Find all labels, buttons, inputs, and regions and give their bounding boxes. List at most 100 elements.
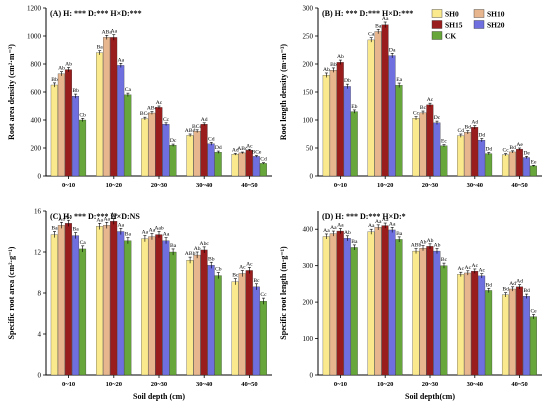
y-tick-label: 400 (31, 116, 42, 124)
significance-letter: Aa (323, 228, 330, 234)
category-label: 10~20 (377, 381, 393, 388)
significance-letter: ABd (185, 128, 196, 134)
category-label: 20~30 (151, 182, 167, 189)
category-label: 40~50 (511, 381, 527, 388)
category-label: 0~10 (62, 381, 75, 388)
bar-sh0 (96, 226, 104, 376)
bar-sh20 (71, 235, 80, 376)
bar-sh20 (207, 143, 215, 177)
bar-sh10 (193, 254, 201, 376)
legend-label: SH10 (487, 10, 505, 19)
significance-letter: Db (344, 78, 351, 84)
bar-sh0 (367, 231, 375, 376)
bar-sh20 (478, 275, 486, 376)
y-axis-label: Specific root length (m·g⁻¹) (279, 246, 288, 340)
bar-ck (485, 153, 493, 177)
legend: SH0 SH10 SH15 SH20 CK (431, 9, 505, 41)
significance-letter: Ee (531, 159, 537, 165)
bar-sh15 (515, 148, 523, 177)
chart-panel-1: 0 200 400 600 800 1000 1200 (A) H: *** D:*** H×… (7, 4, 272, 189)
significance-letter: Ca (125, 87, 132, 93)
significance-letter: Ba (375, 23, 382, 29)
bar-sh10 (148, 112, 156, 177)
bar-sh0 (322, 75, 330, 177)
category-label: 0~10 (334, 381, 347, 388)
y-tick-label: 800 (31, 60, 42, 68)
significance-letter: Cc (260, 292, 267, 298)
bar-sh0 (231, 154, 239, 177)
significance-letter: Aa (389, 221, 396, 227)
bar-ck (259, 301, 267, 376)
bar-sh0 (457, 274, 465, 376)
bar-sh20 (433, 250, 441, 376)
category-label: 30~40 (467, 182, 483, 189)
bar-sh15 (336, 230, 344, 376)
significance-letter: Aa (382, 16, 389, 22)
y-tick-label: 150 (303, 88, 314, 96)
bar-sh0 (322, 236, 330, 376)
bar-sh20 (117, 231, 125, 376)
bar-ck (79, 119, 87, 177)
bar-sh10 (464, 272, 472, 376)
bar-sh10 (103, 37, 111, 177)
significance-letter: Cd (260, 157, 267, 163)
bar-sh10 (57, 73, 65, 177)
significance-letter: Ac (246, 261, 253, 267)
category-label: 10~20 (106, 182, 122, 189)
bar-sh10 (238, 273, 246, 376)
significance-letter: BCc (140, 111, 150, 117)
significance-letter: Eb (351, 104, 357, 110)
significance-letter: Aa (368, 223, 375, 229)
x-axis-label: Soil depth (cm) (133, 392, 185, 401)
legend-swatch (473, 9, 485, 18)
significance-letter: Ab (434, 243, 441, 249)
bar-sh0 (96, 52, 104, 177)
bar-sh20 (162, 124, 170, 177)
significance-letter: Cb (215, 267, 222, 273)
bar-ck (440, 265, 448, 376)
significance-letter: Ad (471, 120, 478, 126)
bar-sh15 (426, 246, 434, 376)
bar-ck (169, 251, 177, 376)
significance-letter: ABc (237, 146, 248, 152)
significance-letter: Da (389, 47, 396, 53)
significance-letter: Bd (509, 145, 516, 151)
bar-sh15 (200, 249, 208, 376)
significance-letter: Bd (502, 287, 509, 293)
significance-letter: Aab (154, 226, 164, 232)
significance-letter: Aa (337, 222, 344, 228)
category-label: 0~10 (62, 182, 75, 189)
y-tick-label: 1200 (27, 4, 42, 12)
bar-sh15 (64, 223, 72, 376)
significance-letter: Abc (200, 241, 210, 247)
bar-sh20 (343, 238, 351, 376)
y-tick-label: 100 (303, 335, 314, 343)
bar-ck (214, 152, 222, 177)
significance-letter: Ae (516, 142, 523, 148)
significance-letter: Dc (434, 115, 441, 121)
bar-sh10 (193, 131, 201, 177)
y-tick-label: 1000 (27, 32, 42, 40)
category-label: 40~50 (241, 381, 257, 388)
bar-sh20 (117, 65, 125, 177)
bar-ck (485, 290, 493, 376)
bar-ck (395, 239, 403, 376)
legend-item-ck: CK (431, 31, 456, 41)
significance-letter: Bb (72, 88, 79, 94)
bar-sh0 (141, 118, 149, 177)
bar-sh10 (374, 227, 382, 376)
bar-ck (440, 145, 448, 177)
x-axis-label: Soil depth(cm) (405, 392, 455, 401)
category-label: 20~30 (422, 182, 438, 189)
category-label: 30~40 (196, 182, 212, 189)
significance-letter: Ab (65, 62, 72, 68)
significance-letter: Bb (208, 256, 215, 262)
significance-letter: Ac (156, 100, 163, 106)
category-label: 10~20 (377, 182, 393, 189)
panel-title: (B) H: *** D:*** H×D:*** (322, 9, 413, 18)
bar-sh10 (103, 225, 111, 376)
significance-letter: Cb (79, 112, 86, 118)
significance-letter: ABb (411, 243, 422, 249)
bar-sh10 (419, 112, 427, 177)
significance-letter: Bc (253, 278, 260, 284)
